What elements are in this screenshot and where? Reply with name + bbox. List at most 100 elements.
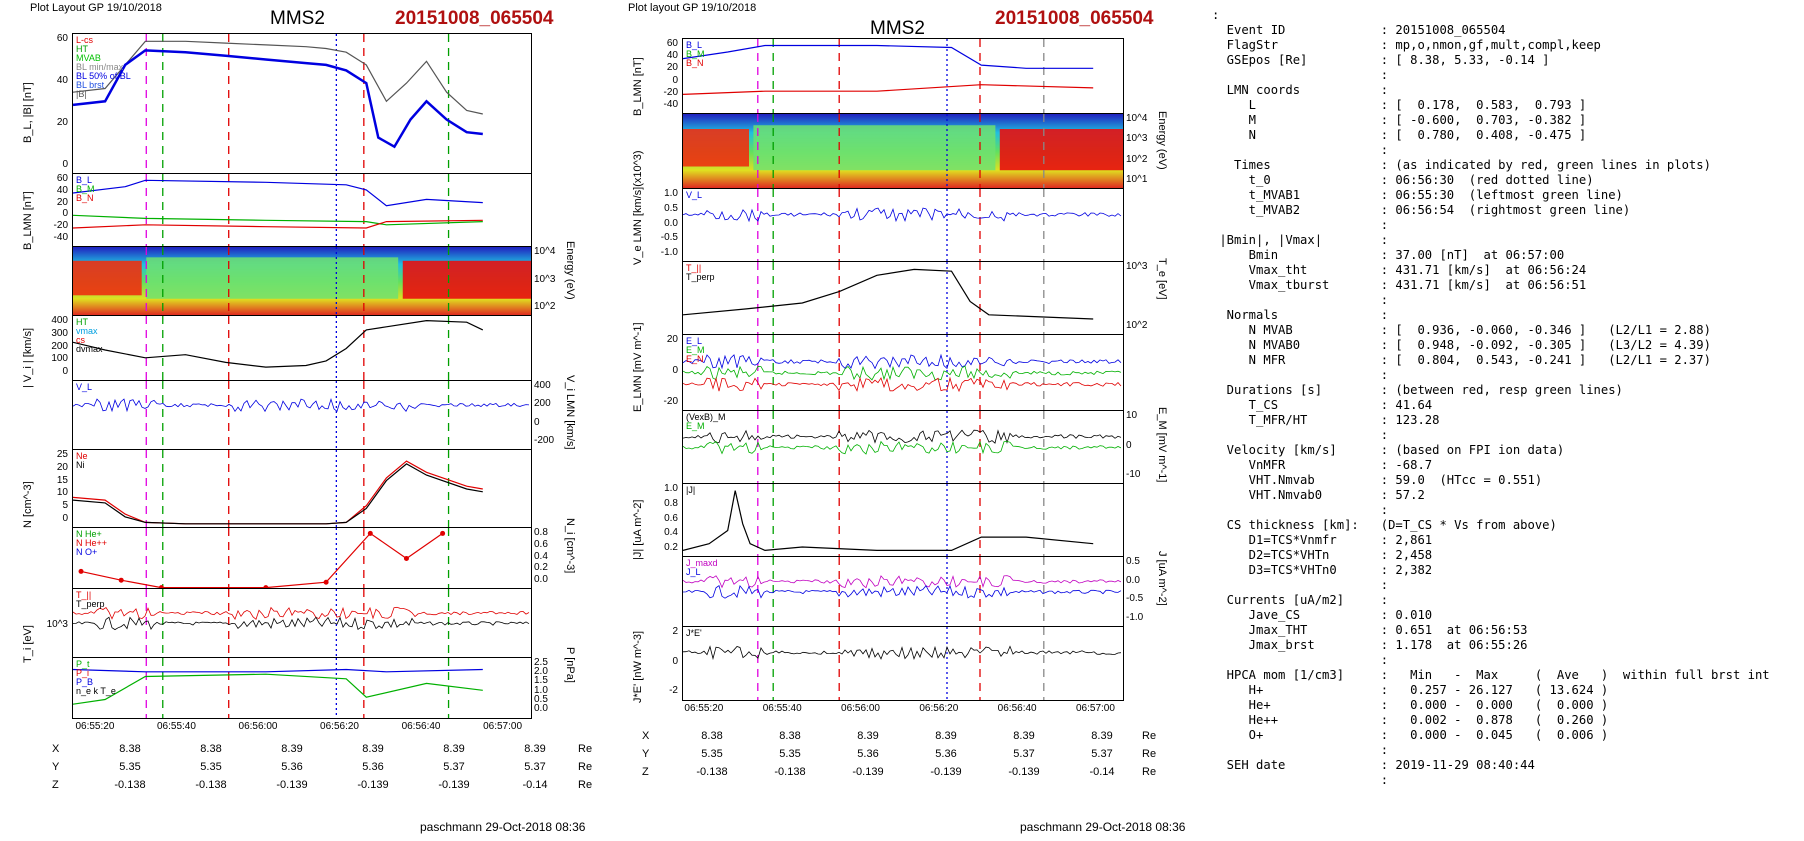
y-tick-label-right: 10	[1126, 410, 1138, 421]
y-tick-label: 0.8	[664, 497, 678, 509]
x-tick-label: 06:55:20	[684, 703, 724, 714]
y-tick-label-right: 0	[534, 416, 540, 428]
legend-entry: vmax	[76, 326, 98, 336]
legend-entry: MVAB	[76, 53, 101, 63]
plot-panel	[682, 626, 1124, 701]
y-tick-label-right: 10^3	[534, 273, 556, 285]
legend-entry: T_perp	[76, 599, 105, 609]
position-row-label: Z	[52, 779, 59, 791]
legend-entry: N He++	[76, 538, 108, 548]
y-tick-label-right: 2.5	[534, 657, 548, 668]
panel-canvas	[683, 335, 1122, 411]
y-tick-label-right: 10^4	[534, 246, 556, 257]
y-tick-label: -20	[53, 220, 68, 232]
y-axis-label: N [cm^-3]	[22, 481, 34, 528]
y-axis-label: V_e LMN [km/s](x10^3)	[632, 149, 644, 265]
series-line-p-t	[73, 673, 483, 705]
series-trace	[683, 575, 1122, 589]
plot-panel	[72, 33, 532, 175]
series-line--j-	[683, 490, 1094, 552]
x-tick-label: 06:56:20	[320, 721, 359, 732]
y-tick-label: 0	[62, 159, 68, 170]
position-value: -0.139	[852, 766, 884, 778]
y-axis-label-right: E_M [mV m^-1]	[1156, 406, 1168, 482]
y-axis-label: |J| [uA m^-2]	[632, 499, 644, 560]
middle-footer: paschmann 29-Oct-2018 08:36	[1020, 820, 1186, 834]
y-tick-label: 60	[56, 33, 68, 44]
y-axis-label: B_L, |B| [nT]	[22, 82, 34, 143]
y-tick-label-right: 0.4	[534, 550, 548, 562]
position-value: -0.138	[696, 766, 728, 778]
series-line-ne	[73, 460, 483, 525]
series-trace	[683, 440, 1122, 455]
plot-panel	[682, 410, 1124, 485]
panel-canvas	[73, 174, 483, 247]
legend-entry: E_L	[686, 336, 703, 346]
series-trace	[683, 376, 1122, 393]
y-tick-label: 60	[56, 173, 68, 184]
position-value: 5.35	[119, 761, 141, 773]
legend-entry: E_M	[686, 421, 705, 431]
position-value: 8.38	[701, 730, 723, 742]
position-value: 5.37	[524, 761, 546, 773]
y-tick-label: 20	[56, 117, 68, 128]
y-tick-label: 0	[62, 513, 68, 524]
data-point	[323, 579, 329, 585]
y-tick-label: 0.6	[664, 512, 678, 524]
y-tick-label: 0.2	[664, 542, 678, 553]
series-line-b-m	[73, 214, 483, 226]
series-trace	[683, 645, 1122, 661]
series-trace	[73, 616, 530, 631]
y-tick-label: 0	[62, 208, 68, 220]
middle-plot-layout: Plot layout GP 19/10/2018	[628, 2, 757, 14]
position-value: 8.39	[524, 743, 546, 755]
event-info-text: : Event ID : 20151008_065504 FlagStr : m…	[1212, 8, 1770, 787]
plot-panel	[682, 113, 1124, 190]
y-tick-label-right: 10^4	[1126, 113, 1148, 124]
y-tick-label: 20	[666, 334, 678, 345]
plot-panel	[682, 483, 1124, 558]
position-value: 8.39	[443, 743, 465, 755]
y-axis-label: E_LMN [mV m^-1]	[632, 322, 644, 412]
panel-canvas	[73, 589, 530, 658]
series-trace	[683, 207, 1122, 223]
y-tick-label-right: 10^2	[534, 301, 556, 312]
legend-entry: B_M	[76, 184, 95, 194]
legend-entry: dvmax	[76, 344, 103, 354]
y-tick-label: -20	[663, 396, 678, 407]
y-tick-label: 15	[56, 474, 68, 486]
legend-entry: P_t	[76, 659, 90, 669]
position-value: 5.37	[1091, 748, 1113, 760]
y-tick-label: 20	[666, 62, 678, 74]
data-point	[367, 530, 373, 536]
y-tick-label-right: 0.2	[534, 562, 548, 574]
position-value: -0.139	[357, 779, 389, 791]
series-trace	[73, 606, 530, 620]
position-value: 5.37	[1013, 748, 1035, 760]
y-tick-label: 2	[672, 626, 678, 637]
y-axis-label-right: N_i [cm^-3]	[564, 517, 576, 573]
y-tick-label: 40	[56, 184, 68, 196]
position-unit: Re	[1142, 748, 1157, 760]
y-tick-label: 25	[56, 449, 68, 460]
x-tick-label: 06:56:00	[841, 703, 880, 714]
y-tick-label: 10^3	[46, 619, 68, 631]
y-tick-label-right: 0.5	[1126, 556, 1140, 567]
y-tick-label: 0	[672, 365, 678, 376]
series-line--b-	[73, 40, 483, 115]
position-value: 5.36	[857, 748, 879, 760]
x-tick-label: 06:56:40	[401, 721, 441, 732]
y-tick-label-right: -0.5	[1126, 593, 1144, 605]
y-tick-label-right: 0.0	[534, 703, 548, 714]
plot-panel	[72, 588, 532, 659]
position-value: 8.39	[935, 730, 957, 742]
series-line-b-n	[73, 219, 483, 229]
x-tick-label: 06:55:40	[157, 721, 196, 732]
plot-panel	[682, 556, 1124, 628]
middle-event-title: 20151008_065504	[995, 8, 1154, 29]
y-tick-label-right: 2.0	[534, 666, 548, 678]
y-axis-label: J*E' [nW m^-3]	[632, 630, 644, 703]
panel-canvas	[73, 450, 483, 528]
legend-entry: V_L	[76, 382, 93, 392]
position-row-label: X	[52, 743, 60, 755]
